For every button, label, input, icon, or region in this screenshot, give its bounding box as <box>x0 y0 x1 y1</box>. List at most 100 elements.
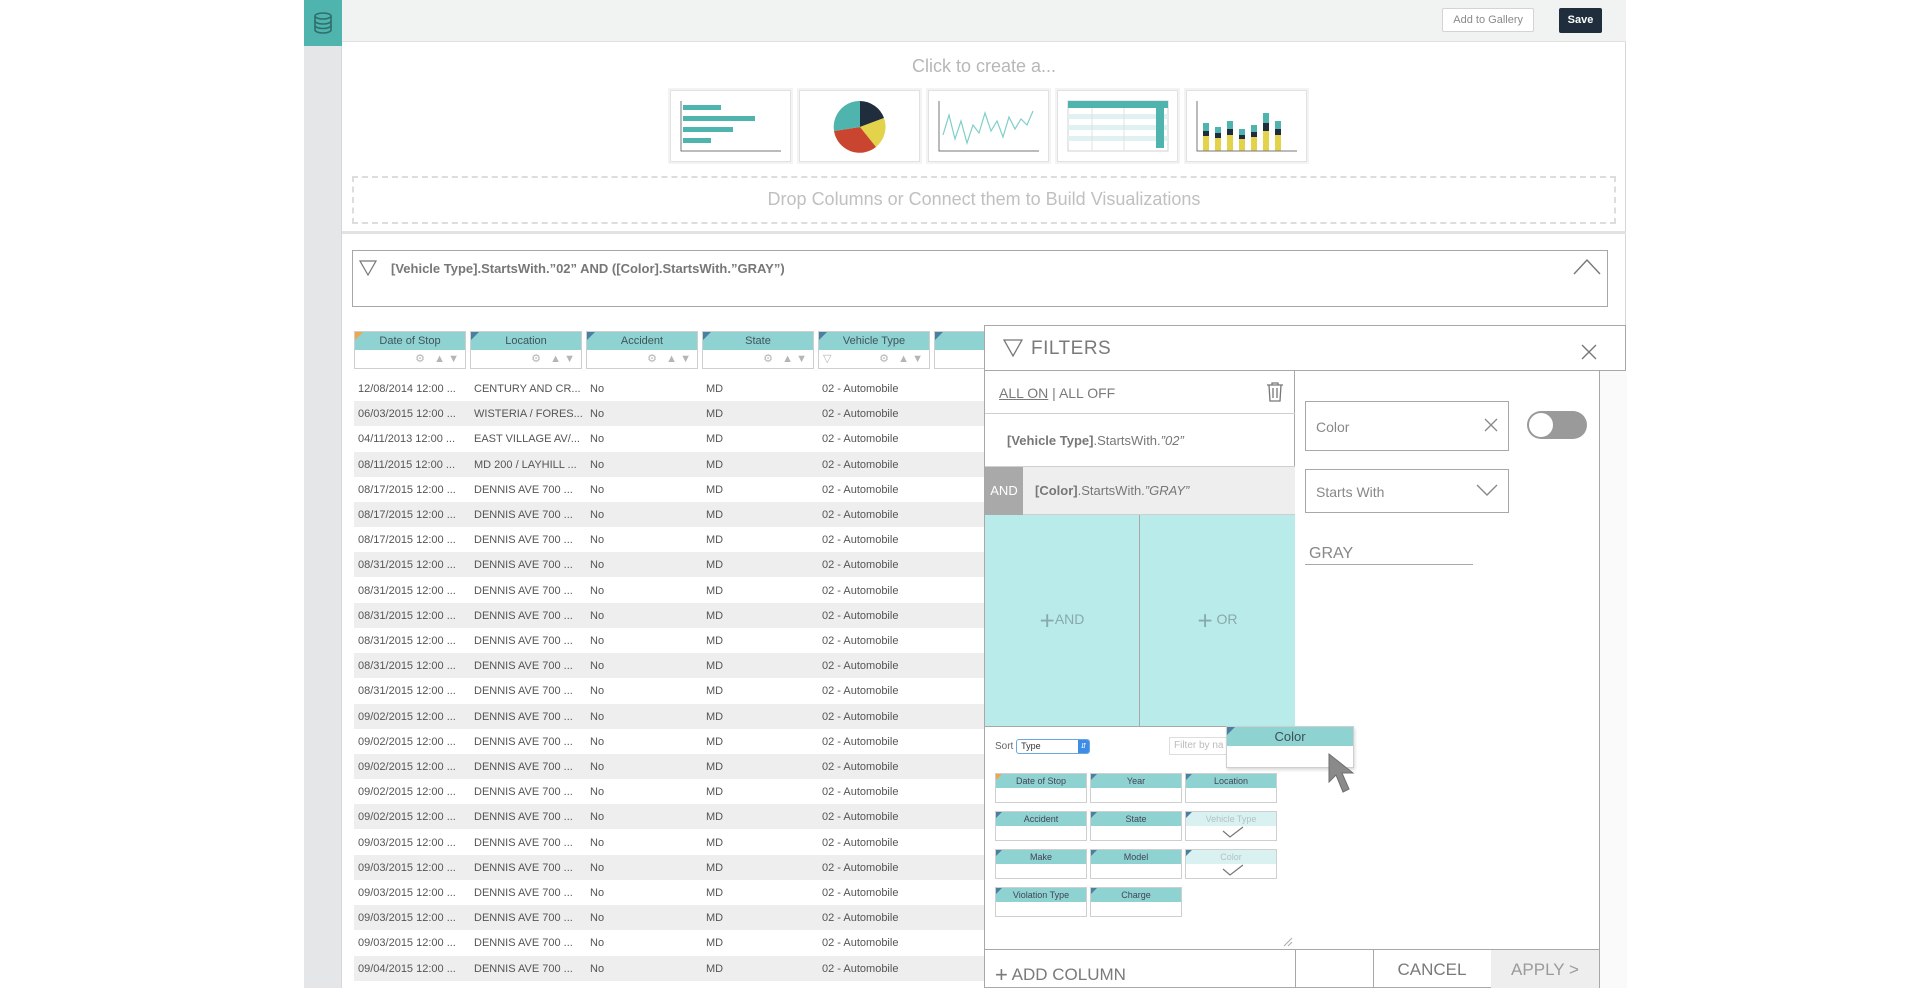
filter-enabled-toggle[interactable] <box>1527 411 1587 439</box>
table-row[interactable]: 09/04/2015 12:00 ...DENNIS AVE 700 ...No… <box>354 981 984 988</box>
table-row[interactable]: 08/17/2015 12:00 ... DENNIS AVE 700 ... No… <box>354 502 984 527</box>
cursor-arrow-icon <box>1328 752 1355 793</box>
sort-desc-icon[interactable]: ▼ <box>564 353 575 365</box>
table-row[interactable]: 09/03/2015 12:00 ... DENNIS AVE 700 ... No… <box>354 830 984 855</box>
table-row[interactable]: 09/02/2015 12:00 ... DENNIS AVE 700 ... No… <box>354 804 984 830</box>
save-button[interactable]: Save <box>1559 8 1602 33</box>
table-row[interactable]: 06/03/2015 12:00 ... WISTERIA / FORES... N… <box>354 401 984 427</box>
sort-asc-icon[interactable]: ▲ <box>434 353 446 365</box>
table-row[interactable]: 08/31/2015 12:00 ... DENNIS AVE 700 ... No… <box>354 552 984 578</box>
column-chip[interactable]: Violation Type <box>995 887 1087 917</box>
add-and-dropzone[interactable]: +AND <box>985 515 1140 727</box>
column-chip[interactable]: Year <box>1090 773 1182 803</box>
column-type-marker <box>1186 812 1192 818</box>
footer-divider <box>1295 950 1296 988</box>
table-cell: DENNIS AVE 700 ... <box>474 685 573 698</box>
cancel-button[interactable]: CANCEL <box>1397 960 1467 979</box>
sort-select[interactable]: Type ⇵ <box>1016 739 1091 754</box>
column-chip[interactable]: Make <box>995 849 1087 879</box>
table-row[interactable]: 08/31/2015 12:00 ... DENNIS AVE 700 ... No… <box>354 602 984 628</box>
filter-value-input[interactable]: GRAY <box>1305 539 1473 565</box>
chevron-up-icon[interactable] <box>1573 257 1601 275</box>
filter-field-box[interactable]: Color <box>1305 401 1509 451</box>
column-chip[interactable]: Vehicle Type <box>1185 811 1277 841</box>
table-row[interactable]: 09/02/2015 12:00 ... DENNIS AVE 700 ... No… <box>354 754 984 779</box>
sort-desc-icon[interactable]: ▼ <box>796 353 807 365</box>
table-row[interactable]: 09/02/2015 12:00 ... DENNIS AVE 700 ... No… <box>354 779 984 804</box>
column-header[interactable]: Location ⚙ ▲ ▼ <box>470 331 582 369</box>
sort-desc-icon[interactable]: ▼ <box>912 353 923 365</box>
add-to-gallery-button[interactable]: Add to Gallery <box>1442 8 1534 32</box>
table-row[interactable]: 08/31/2015 12:00 ... DENNIS AVE 700 ... No… <box>354 628 984 653</box>
column-chip[interactable]: Date of Stop <box>995 773 1087 803</box>
apply-button[interactable]: APPLY > <box>1491 950 1599 988</box>
column-header[interactable]: Vehicle Type ▽ ⚙ ▲ ▼ <box>818 331 930 369</box>
gear-icon[interactable]: ⚙ <box>531 353 541 365</box>
table-row[interactable]: 09/03/2015 12:00 ... DENNIS AVE 700 ... No… <box>354 880 984 905</box>
column-header[interactable]: Accident ⚙ ▲ ▼ <box>586 331 698 369</box>
filter-icon[interactable]: ▽ <box>823 353 832 365</box>
table-row[interactable]: 08/17/2015 12:00 ... DENNIS AVE 700 ... No… <box>354 477 984 502</box>
table-row[interactable]: 09/04/2015 12:00 ...DENNIS AVE 700 ...No… <box>354 955 984 981</box>
table-row[interactable]: 04/11/2013 12:00 ... EAST VILLAGE AV/... N… <box>354 426 984 451</box>
table-row[interactable]: 08/31/2015 12:00 ... DENNIS AVE 700 ... No… <box>354 578 984 603</box>
column-header[interactable]: Date of Stop ⚙ ▲ ▼ <box>354 331 466 369</box>
column-chip[interactable]: Model <box>1090 849 1182 879</box>
trash-icon[interactable] <box>1265 381 1285 403</box>
gear-icon[interactable]: ⚙ <box>647 353 657 365</box>
table-row[interactable]: 09/03/2015 12:00 ... DENNIS AVE 700 ... No… <box>354 930 984 955</box>
table-row[interactable]: 08/31/2015 12:00 ... DENNIS AVE 700 ... No… <box>354 678 984 703</box>
column-chip[interactable]: Accident <box>995 811 1087 841</box>
filter-rule-vehicle-type[interactable]: [Vehicle Type].StartsWith.”02” <box>985 414 1295 467</box>
gear-icon[interactable]: ⚙ <box>763 353 773 365</box>
drop-zone[interactable]: Drop Columns or Connect them to Build Vi… <box>352 176 1616 224</box>
line-chart-tile[interactable] <box>928 90 1049 162</box>
add-column-button[interactable]: + ADD COLUMN <box>995 962 1126 988</box>
gear-icon[interactable]: ⚙ <box>415 353 425 365</box>
line-chart-icon <box>938 101 1039 152</box>
add-or-dropzone[interactable]: + OR <box>1140 515 1295 727</box>
sort-asc-icon[interactable]: ▲ <box>782 353 794 365</box>
all-on-link[interactable]: ALL ON <box>999 385 1049 401</box>
table-row[interactable]: 12/08/2014 12:00 ... CENTURY AND CR... No M… <box>354 376 984 401</box>
filter-expression-bar[interactable]: [Vehicle Type].StartsWith.”02” AND ([Col… <box>352 250 1608 307</box>
column-type-marker <box>996 850 1002 856</box>
column-chip[interactable]: State <box>1090 811 1182 841</box>
table-row[interactable]: 08/31/2015 12:00 ... DENNIS AVE 700 ... No… <box>354 653 984 679</box>
stacked-bar-chart-tile[interactable] <box>1186 90 1307 162</box>
column-header[interactable]: State ⚙ ▲ ▼ <box>702 331 814 369</box>
table-row[interactable]: 08/11/2015 12:00 ... MD 200 / LAYHILL ...… <box>354 451 984 477</box>
column-chip[interactable]: Location <box>1185 773 1277 803</box>
table-cell: DENNIS AVE 700 ... <box>474 761 573 773</box>
table-row[interactable]: 08/17/2015 12:00 ... DENNIS AVE 700 ... No… <box>354 527 984 552</box>
database-button[interactable] <box>304 0 342 46</box>
all-off-link[interactable]: ALL OFF <box>1058 385 1116 401</box>
table-icon <box>1067 100 1169 152</box>
table-cell: 02 - Automobile <box>822 509 899 521</box>
sort-asc-icon[interactable]: ▲ <box>666 353 678 365</box>
table-row[interactable]: 09/03/2015 12:00 ... DENNIS AVE 700 ... No… <box>354 905 984 931</box>
column-header-partial[interactable] <box>934 331 984 369</box>
table-row[interactable]: 09/02/2015 12:00 ... DENNIS AVE 700 ... No… <box>354 729 984 754</box>
filter-icon <box>1003 339 1023 357</box>
clear-icon[interactable] <box>1482 416 1500 434</box>
column-type-marker <box>996 888 1002 894</box>
filter-rule-color[interactable]: AND [Color].StartsWith.”GRAY” <box>985 467 1295 515</box>
pie-chart-tile[interactable] <box>799 90 920 162</box>
column-chip[interactable]: Color <box>1185 849 1277 879</box>
table-tile[interactable] <box>1057 90 1178 162</box>
column-chip[interactable]: Charge <box>1090 887 1182 917</box>
sort-desc-icon[interactable]: ▼ <box>448 353 459 365</box>
sort-desc-icon[interactable]: ▼ <box>680 353 691 365</box>
sort-asc-icon[interactable]: ▲ <box>550 353 562 365</box>
sort-asc-icon[interactable]: ▲ <box>898 353 910 365</box>
bar-chart-tile[interactable] <box>670 90 791 162</box>
close-icon[interactable] <box>1577 338 1601 362</box>
gear-icon[interactable]: ⚙ <box>879 353 889 365</box>
table-row[interactable]: 09/03/2015 12:00 ... DENNIS AVE 700 ... No… <box>354 854 984 880</box>
table-cell: 02 - Automobile <box>822 887 899 899</box>
table-row[interactable]: 09/02/2015 12:00 ... DENNIS AVE 700 ... No… <box>354 703 984 729</box>
resize-handle-icon[interactable] <box>1281 935 1293 947</box>
column-type-marker <box>1091 850 1097 856</box>
operator-dropdown[interactable]: Starts With <box>1305 469 1509 513</box>
